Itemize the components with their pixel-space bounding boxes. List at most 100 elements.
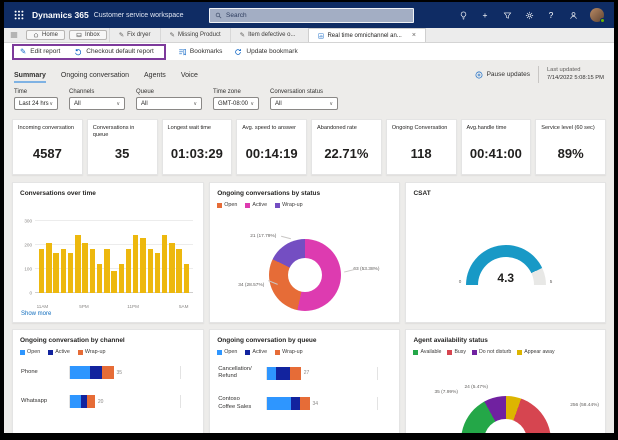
gauge-max-label: 5: [549, 279, 553, 284]
stacked-bar[interactable]: [70, 395, 95, 408]
legend-item-available: Available: [413, 349, 441, 355]
donut-label-appear-away: 24 (5.47%): [464, 385, 488, 390]
bar[interactable]: [111, 271, 117, 293]
bar[interactable]: [89, 248, 96, 293]
tab-voice[interactable]: Voice: [180, 72, 198, 79]
update-bookmark-button[interactable]: Update bookmark: [234, 48, 298, 56]
bar-segment-wrap-up: [299, 397, 310, 411]
stacked-bar[interactable]: [267, 397, 310, 411]
add-icon[interactable]: +: [482, 10, 488, 20]
gear-icon[interactable]: [524, 10, 534, 20]
bar-segment-wrap-up: [87, 395, 95, 408]
agent-donut-chart[interactable]: [460, 396, 551, 433]
chevron-down-icon: ∨: [193, 100, 197, 107]
checkout-default-report-button[interactable]: Checkout default report: [74, 48, 154, 56]
gridline: [35, 244, 194, 245]
status-donut-chart[interactable]: [268, 239, 341, 311]
y-tick-label: 0: [29, 290, 32, 296]
legend-swatch: [245, 202, 251, 208]
filter-dropdown-time[interactable]: Last 24 hrs ∨: [14, 97, 58, 110]
tab-fix-dryer[interactable]: ✎ Fix dryer: [108, 28, 160, 42]
tab-real-time-omnichannel[interactable]: Real time omnichannel an... ×: [308, 28, 426, 42]
legend-label: Open: [224, 202, 238, 208]
legend-label: Available: [420, 349, 442, 355]
edit-report-button[interactable]: ✎ Edit report: [20, 48, 60, 56]
bar[interactable]: [46, 242, 52, 293]
filter-value: All: [141, 100, 148, 107]
bar[interactable]: [118, 264, 125, 293]
tab-label: Fix dryer: [127, 32, 151, 38]
bar-segment-wrap-up: [289, 366, 301, 380]
bar[interactable]: [133, 235, 139, 293]
bar[interactable]: [67, 252, 74, 293]
kpi-label: Avg. speed to answer: [242, 125, 296, 131]
legend-item-appear-away: Appear away: [517, 349, 555, 355]
chart-title: Agent availability status: [413, 337, 488, 344]
kpi-card-conversations-in-queue: Conversations in queue 35: [86, 119, 158, 175]
card-ongoing-by-channel: Ongoing conversation by channel Open Acti…: [12, 329, 205, 433]
tab-home[interactable]: Home: [26, 30, 66, 40]
bar[interactable]: [104, 248, 110, 293]
kpi-label: Longest wait time: [167, 125, 212, 131]
card-ongoing-by-queue: Ongoing conversation by queue Open Active…: [209, 329, 401, 433]
bar[interactable]: [183, 264, 190, 293]
lightbulb-icon[interactable]: [458, 10, 468, 20]
filter-dropdown-queue[interactable]: All ∨: [136, 97, 202, 110]
show-more-link[interactable]: Show more: [21, 311, 52, 317]
help-icon[interactable]: ?: [548, 10, 554, 20]
filter-icon[interactable]: [502, 10, 512, 20]
bar-segment-active: [275, 366, 290, 380]
bar[interactable]: [161, 235, 168, 293]
stacked-bar[interactable]: [70, 366, 114, 379]
bar-series: [39, 221, 190, 293]
pencil-icon: ✎: [118, 32, 125, 39]
category-label: Phone: [21, 368, 38, 375]
top-navigation-bar: Dynamics 365 Customer service workspace …: [4, 2, 614, 28]
stacked-bar[interactable]: [267, 366, 301, 380]
person-icon[interactable]: [568, 10, 578, 20]
tab-item-defective[interactable]: ✎ Item defective o...: [229, 28, 305, 42]
bar[interactable]: [60, 248, 67, 293]
donut-label-wrap-up: 21 (17.79%): [250, 234, 277, 239]
bar[interactable]: [169, 242, 175, 293]
bar[interactable]: [147, 248, 153, 293]
bar[interactable]: [53, 252, 59, 293]
filter-dropdown-time-zone[interactable]: GMT-08:00 ∨: [213, 97, 259, 110]
filter-dropdown-channels[interactable]: All ∨: [69, 97, 125, 110]
tab-ongoing-conversation[interactable]: Ongoing conversation: [60, 72, 130, 79]
x-tick-label: 11AM: [36, 304, 49, 309]
app-window: Dynamics 365 Customer service workspace …: [4, 2, 614, 433]
bar[interactable]: [39, 248, 45, 293]
bar[interactable]: [82, 242, 88, 293]
tab-summary[interactable]: Summary: [14, 72, 46, 83]
legend-swatch: [20, 349, 25, 355]
bar[interactable]: [96, 264, 103, 293]
search-placeholder: Search: [226, 11, 247, 19]
category-label: Whatsapp: [21, 397, 48, 404]
search-input[interactable]: Search: [209, 7, 414, 23]
pause-updates-button[interactable]: Pause updates: [475, 71, 530, 79]
edit-report-label: Edit report: [30, 48, 61, 55]
filter-value: GMT-08:00: [218, 100, 249, 107]
stacked-bar-chart: Cancellation/ Refund 27 Contoso Coffee Sal…: [218, 366, 391, 427]
close-icon[interactable]: ×: [411, 32, 416, 39]
tab-agents[interactable]: Agents: [144, 72, 166, 79]
bar[interactable]: [125, 248, 132, 293]
pencil-icon: ✎: [20, 46, 27, 56]
waffle-icon[interactable]: [14, 10, 24, 20]
bar[interactable]: [140, 238, 146, 293]
bar[interactable]: [75, 235, 81, 293]
legend-swatch: [472, 349, 477, 355]
report-content: Summary Ongoing conversation Agents Voic…: [4, 60, 614, 433]
bar[interactable]: [176, 248, 182, 293]
chevron-down-icon: ∨: [49, 100, 53, 107]
avatar[interactable]: [590, 8, 605, 23]
legend-item-active: Active: [48, 349, 70, 355]
hamburger-icon[interactable]: [4, 28, 24, 42]
bar-segment-wrap-up: [102, 366, 114, 379]
filter-dropdown-conversation-status[interactable]: All ∨: [270, 97, 338, 110]
tab-missing-product[interactable]: ✎ Missing Product: [159, 28, 230, 42]
bar[interactable]: [154, 253, 161, 293]
bookmarks-button[interactable]: Bookmarks: [178, 48, 222, 56]
tab-inbox[interactable]: Inbox: [69, 30, 107, 40]
